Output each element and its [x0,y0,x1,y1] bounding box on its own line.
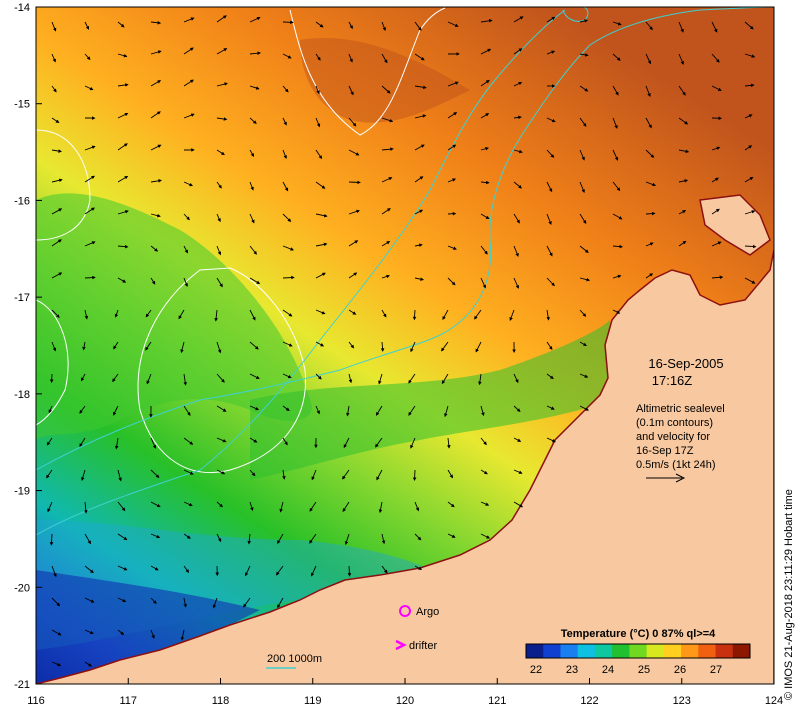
y-tick-label: -18 [14,389,30,401]
colorbar-tick-label: 22 [530,664,542,676]
drifter-label: drifter [409,640,437,652]
colorbar-swatch [733,644,751,658]
velocity-arrow [349,566,350,576]
y-tick-label: -16 [14,195,30,207]
colorbar-swatch [560,644,578,658]
colorbar-tick-label: 24 [602,664,614,676]
colorbar-tick-label: 25 [638,664,650,676]
colorbar [526,644,751,658]
velocity-arrow [646,213,655,214]
x-tick-label: 116 [27,695,45,707]
x-tick-label: 122 [580,695,598,707]
colorbar-swatch [578,644,596,658]
colorbar-swatch [664,644,682,658]
credit-label: © IMOS 21-Aug-2018 23:11:29 Hobart time [783,489,795,700]
colorbar-swatch [698,644,716,658]
x-tick-label: 123 [673,695,691,707]
colorbar-swatch [629,644,647,658]
colorbar-tick-label: 27 [710,664,722,676]
info-line-1: Altimetric sealevel [636,403,725,415]
colorbar-tick-label: 23 [566,664,578,676]
velocity-arrow [414,310,415,319]
y-tick-label: -15 [14,99,30,111]
info-line-3: and velocity for [636,431,710,443]
info-line-5: 0.5m/s (1kt 24h) [636,459,715,471]
velocity-arrow [51,534,52,545]
info-line-4: 16-Sep 17Z [636,445,694,457]
y-tick-label: -14 [14,2,30,14]
y-tick-label: -21 [14,679,30,691]
info-line-2: (0.1m contours) [636,417,713,429]
colorbar-swatch [716,644,734,658]
x-tick-label: 124 [765,695,783,707]
velocity-arrow [349,182,360,183]
x-tick-label: 119 [304,695,322,707]
colorbar-title: Temperature (°C) 0 87% ql>=4 [561,628,716,640]
date-label: 16-Sep-2005 [648,356,723,371]
velocity-arrow [415,470,416,480]
velocity-arrow [283,277,294,278]
colorbar-swatch [526,644,544,658]
x-tick-label: 117 [119,695,137,707]
argo-label: Argo [416,606,439,618]
colorbar-swatch [612,644,630,658]
colorbar-swatch [681,644,699,658]
y-tick-label: -20 [14,582,30,594]
colorbar-tick-label: 26 [674,664,686,676]
y-tick-label: -19 [14,486,30,498]
colorbar-swatch [647,644,665,658]
velocity-arrow [85,277,95,278]
x-tick-label: 121 [488,695,506,707]
x-tick-label: 120 [396,695,414,707]
colorbar-swatch [595,644,613,658]
y-tick-label: -17 [14,292,30,304]
depth-label: 200 1000m [267,653,322,665]
time-label: 17:16Z [652,373,693,388]
colorbar-swatch [543,644,561,658]
x-tick-label: 118 [212,695,230,707]
